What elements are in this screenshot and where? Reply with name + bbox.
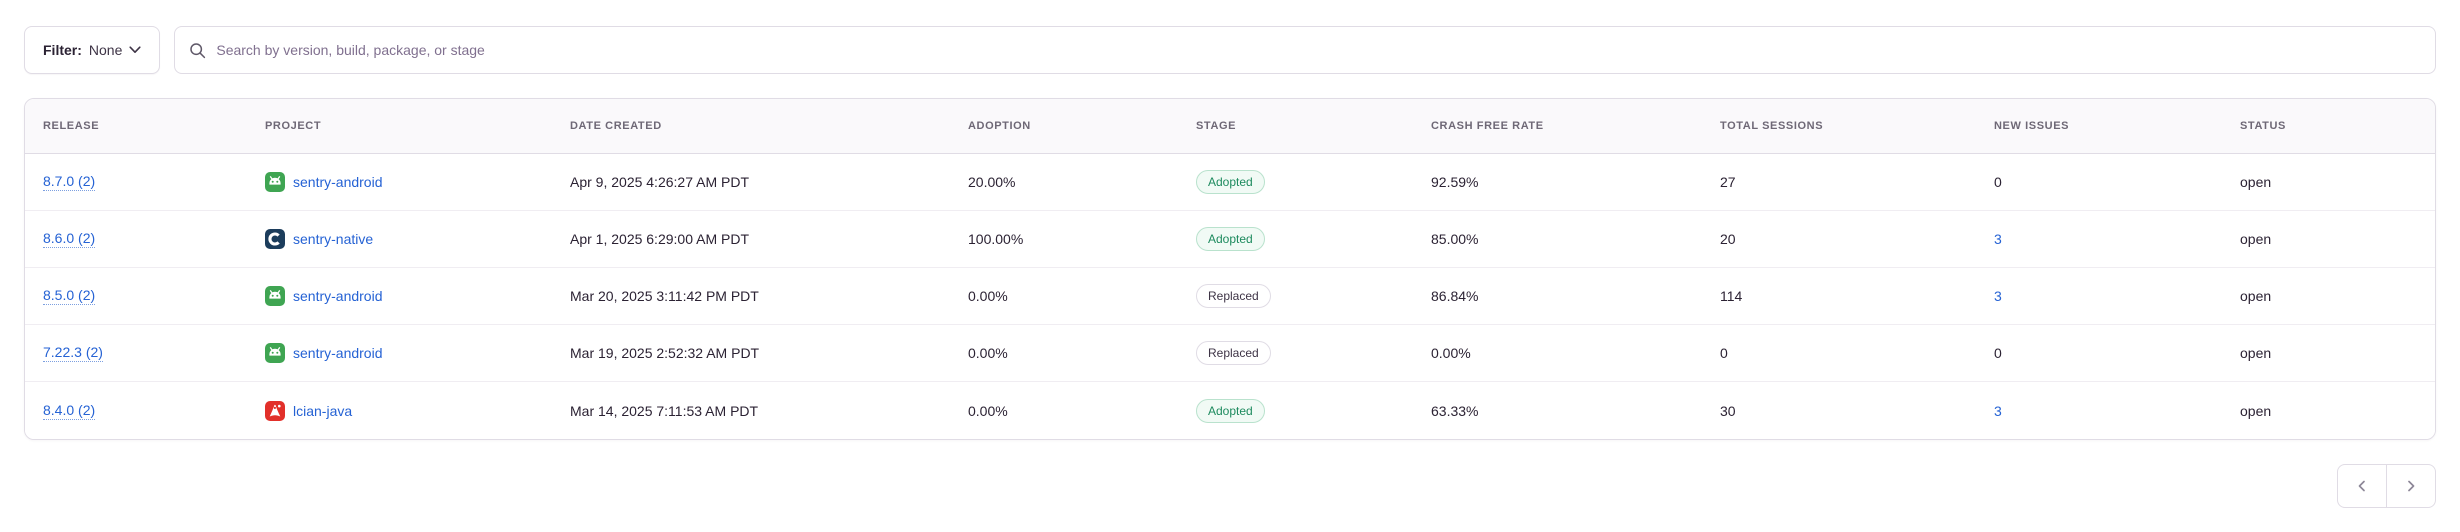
c-platform-icon	[265, 229, 285, 249]
filter-label: Filter:	[43, 42, 82, 58]
project-link[interactable]: sentry-native	[293, 231, 374, 247]
release-link[interactable]: 8.7.0 (2)	[43, 173, 96, 191]
search-bar[interactable]	[174, 26, 2436, 74]
table-row: 8.5.0 (2) sentry-android Mar 20, 2025 3:…	[25, 268, 2435, 325]
date-created-cell: Mar 14, 2025 7:11:53 AM PDT	[570, 402, 759, 419]
project-link[interactable]: sentry-android	[293, 345, 383, 361]
crash-free-rate-cell: 85.00%	[1431, 231, 1479, 247]
release-link[interactable]: 8.6.0 (2)	[43, 230, 96, 248]
android-platform-icon	[265, 286, 285, 306]
status-cell: open	[2240, 345, 2272, 361]
project-link[interactable]: sentry-android	[293, 288, 383, 304]
project-cell: sentry-android	[247, 343, 552, 363]
crash-free-rate-cell: 0.00%	[1431, 345, 1471, 361]
stage-cell: Adopted	[1178, 398, 1413, 423]
stage-cell: Adopted	[1178, 227, 1413, 251]
release-cell: 8.4.0 (2)	[25, 402, 247, 420]
chevron-down-icon	[129, 46, 141, 53]
android-platform-icon	[265, 343, 285, 363]
date-created-cell: Mar 19, 2025 2:52:32 AM PDT	[570, 345, 760, 361]
release-cell: 8.5.0 (2)	[25, 287, 247, 305]
status-cell: open	[2240, 288, 2272, 304]
release-cell: 8.7.0 (2)	[25, 173, 247, 191]
new-issues-link[interactable]: 3	[1994, 402, 2002, 419]
release-link[interactable]: 8.5.0 (2)	[43, 287, 96, 305]
previous-page-button[interactable]	[2337, 464, 2387, 508]
stage-cell: Replaced	[1178, 341, 1413, 365]
date-created-cell: Mar 20, 2025 3:11:42 PM PDT	[570, 288, 759, 304]
release-link[interactable]: 7.22.3 (2)	[43, 344, 103, 362]
adoption-cell: 100.00%	[968, 231, 1024, 247]
releases-table: RELEASE PROJECT DATE CREATED ADOPTION ST…	[24, 98, 2436, 440]
stage-badge: Replaced	[1196, 284, 1271, 308]
project-cell: sentry-android	[247, 286, 552, 306]
status-cell: open	[2240, 402, 2272, 419]
android-platform-icon	[265, 172, 285, 192]
new-issues-cell: 3	[1976, 288, 2222, 304]
column-header-status: STATUS	[2240, 120, 2286, 132]
pagination	[2337, 464, 2436, 508]
next-page-button[interactable]	[2386, 464, 2436, 508]
new-issues-link[interactable]: 3	[1994, 288, 2002, 304]
crash-free-rate-cell: 86.84%	[1431, 288, 1479, 304]
filter-dropdown-button[interactable]: Filter: None	[24, 26, 161, 74]
column-header-date-created: DATE CREATED	[570, 120, 662, 132]
filter-value: None	[88, 42, 123, 58]
column-header-project: PROJECT	[265, 120, 322, 132]
project-link[interactable]: sentry-android	[293, 174, 383, 190]
project-link[interactable]: lcian-java	[293, 402, 353, 419]
stage-badge: Adopted	[1196, 398, 1265, 423]
new-issues-cell: 3	[1976, 403, 2222, 419]
table-header-row: RELEASE PROJECT DATE CREATED ADOPTION ST…	[25, 99, 2435, 154]
column-header-stage: STAGE	[1196, 120, 1237, 132]
date-created-cell: Apr 1, 2025 6:29:00 AM PDT	[570, 231, 749, 247]
table-row: 7.22.3 (2) sentry-android Mar 19, 2025 2…	[25, 325, 2435, 382]
column-header-new-issues: NEW ISSUES	[1994, 120, 2070, 132]
project-cell: lcian-java	[247, 400, 552, 421]
table-row: 8.6.0 (2) sentry-native Apr 1, 2025 6:29…	[25, 211, 2435, 268]
chevron-left-icon	[2358, 480, 2365, 492]
new-issues-link[interactable]: 3	[1994, 231, 2002, 247]
adoption-cell: 0.00%	[968, 402, 1008, 419]
total-sessions-cell: 20	[1720, 231, 1736, 247]
stage-cell: Replaced	[1178, 284, 1413, 308]
chevron-right-icon	[2408, 480, 2415, 492]
total-sessions-cell: 30	[1720, 402, 1736, 419]
adoption-cell: 0.00%	[968, 345, 1008, 361]
total-sessions-cell: 0	[1720, 345, 1728, 361]
total-sessions-cell: 114	[1720, 288, 1743, 304]
date-created-cell: Apr 9, 2025 4:26:27 AM PDT	[570, 174, 749, 190]
project-cell: sentry-native	[247, 229, 552, 249]
crash-free-rate-cell: 63.33%	[1431, 402, 1479, 419]
adoption-cell: 0.00%	[968, 288, 1008, 304]
release-cell: 7.22.3 (2)	[25, 344, 247, 362]
crash-free-rate-cell: 92.59%	[1431, 174, 1479, 190]
column-header-total-sessions: TOTAL SESSIONS	[1720, 120, 1824, 132]
column-header-release: RELEASE	[43, 120, 100, 132]
new-issues-cell: 0	[1994, 345, 2002, 361]
release-link[interactable]: 8.4.0 (2)	[43, 401, 96, 420]
stage-badge: Adopted	[1196, 170, 1265, 194]
search-icon	[190, 42, 206, 58]
status-cell: open	[2240, 231, 2272, 247]
stage-cell: Adopted	[1178, 170, 1413, 194]
new-issues-cell: 3	[1976, 231, 2222, 247]
status-cell: open	[2240, 174, 2272, 190]
project-cell: sentry-android	[247, 172, 552, 192]
stage-badge: Adopted	[1196, 227, 1265, 251]
table-row: 8.4.0 (2) lcian-java Mar 14, 2025 7:11:5…	[25, 382, 2435, 439]
table-row: 8.7.0 (2) sentry-android Apr 9, 2025 4:2…	[25, 154, 2435, 211]
java-platform-icon	[265, 400, 285, 421]
adoption-cell: 20.00%	[968, 174, 1016, 190]
column-header-crash-free-rate: CRASH FREE RATE	[1431, 120, 1544, 132]
new-issues-cell: 0	[1994, 174, 2002, 190]
stage-badge: Replaced	[1196, 341, 1271, 365]
column-header-adoption: ADOPTION	[968, 120, 1031, 132]
toolbar: Filter: None	[24, 26, 2436, 74]
total-sessions-cell: 27	[1720, 174, 1736, 190]
release-cell: 8.6.0 (2)	[25, 230, 247, 248]
search-input[interactable]	[216, 42, 2421, 58]
